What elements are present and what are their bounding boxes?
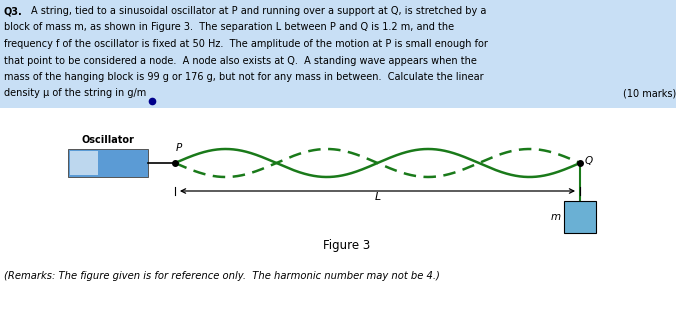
Text: (10 marks): (10 marks) xyxy=(623,89,676,98)
Text: m: m xyxy=(551,212,561,222)
Text: that point to be considered a node.  A node also exists at Q.  A standing wave a: that point to be considered a node. A no… xyxy=(4,56,477,65)
Text: mass of the hanging block is 99 g or 176 g, but not for any mass in between.  Ca: mass of the hanging block is 99 g or 176… xyxy=(4,72,484,82)
Text: frequency f of the oscillator is fixed at 50 Hz.  The amplitude of the motion at: frequency f of the oscillator is fixed a… xyxy=(4,39,488,49)
Text: block of mass m, as shown in Figure 3.  The separation L between P and Q is 1.2 : block of mass m, as shown in Figure 3. T… xyxy=(4,23,454,32)
Text: Figure 3: Figure 3 xyxy=(323,239,371,252)
Bar xyxy=(0,0,676,108)
Text: Q: Q xyxy=(585,156,593,166)
Text: Oscillator: Oscillator xyxy=(82,135,135,145)
Bar xyxy=(70,151,98,175)
Text: density μ of the string in g/m: density μ of the string in g/m xyxy=(4,89,146,98)
Text: L: L xyxy=(374,192,380,202)
Text: Q3.: Q3. xyxy=(4,6,23,16)
Text: A string, tied to a sinusoidal oscillator at P and running over a support at Q, : A string, tied to a sinusoidal oscillato… xyxy=(31,6,486,16)
Text: P: P xyxy=(176,143,183,153)
Bar xyxy=(564,201,596,233)
Bar xyxy=(68,149,148,177)
Text: (Remarks: The figure given is for reference only.  The harmonic number may not b: (Remarks: The figure given is for refere… xyxy=(4,271,440,281)
